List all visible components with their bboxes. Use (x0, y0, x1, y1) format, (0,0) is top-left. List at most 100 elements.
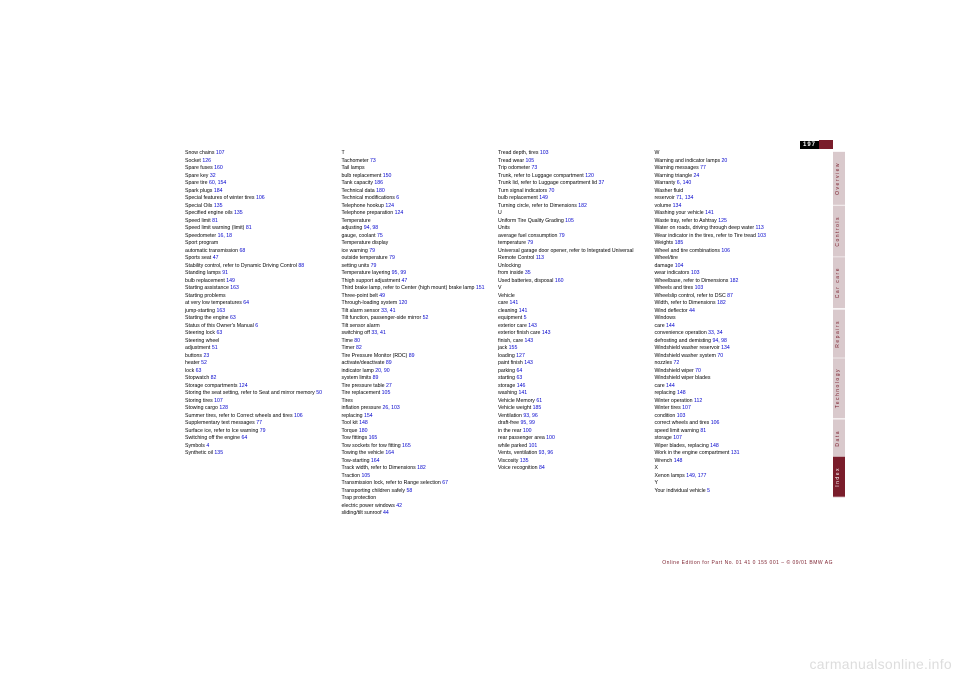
index-page-link[interactable]: 95, 99 (392, 270, 406, 276)
index-page-link[interactable]: 143 (542, 330, 551, 336)
index-page-link[interactable]: 106 (294, 413, 303, 419)
index-page-link[interactable]: 135 (214, 450, 223, 456)
index-page-link[interactable]: 155 (509, 345, 518, 351)
index-page-link[interactable]: 105 (526, 158, 535, 164)
index-page-link[interactable]: 63 (230, 315, 236, 321)
index-page-link[interactable]: 143 (528, 323, 537, 329)
index-page-link[interactable]: 49 (379, 293, 385, 299)
index-page-link[interactable]: 52 (201, 360, 207, 366)
index-page-link[interactable]: 141 (518, 390, 527, 396)
index-page-link[interactable]: 149, 177 (686, 473, 706, 479)
index-page-link[interactable]: 163 (216, 308, 225, 314)
side-tab-data[interactable]: Data (833, 420, 845, 458)
index-page-link[interactable]: 79 (559, 233, 565, 239)
index-page-link[interactable]: 95, 99 (521, 420, 535, 426)
side-tab-overview[interactable]: Overview (833, 152, 845, 206)
index-page-link[interactable]: 103 (691, 270, 700, 276)
index-page-link[interactable]: 124 (239, 383, 248, 389)
index-page-link[interactable]: 143 (525, 338, 534, 344)
index-page-link[interactable]: 63 (216, 330, 222, 336)
index-page-link[interactable]: 124 (395, 210, 404, 216)
index-page-link[interactable]: 124 (385, 203, 394, 209)
side-tab-index[interactable]: Index (833, 457, 845, 498)
index-page-link[interactable]: 127 (516, 353, 525, 359)
index-page-link[interactable]: 75 (377, 233, 383, 239)
index-page-link[interactable]: 93, 96 (523, 413, 537, 419)
index-page-link[interactable]: 163 (230, 285, 239, 291)
index-page-link[interactable]: 23 (203, 353, 209, 359)
index-page-link[interactable]: 51 (212, 345, 218, 351)
index-page-link[interactable]: 106 (721, 248, 730, 254)
index-page-link[interactable]: 182 (578, 203, 587, 209)
index-page-link[interactable]: 105 (382, 390, 391, 396)
index-page-link[interactable]: 144 (666, 383, 675, 389)
index-page-link[interactable]: 164 (385, 450, 394, 456)
index-page-link[interactable]: 27 (386, 383, 392, 389)
index-page-link[interactable]: 58 (406, 488, 412, 494)
index-page-link[interactable]: 103 (695, 285, 704, 291)
index-page-link[interactable]: 182 (717, 300, 726, 306)
index-page-link[interactable]: 64 (516, 368, 522, 374)
index-page-link[interactable]: 60, 154 (209, 180, 226, 186)
index-page-link[interactable]: 182 (417, 465, 426, 471)
index-page-link[interactable]: 120 (585, 173, 594, 179)
index-page-link[interactable]: 81 (246, 225, 252, 231)
index-page-link[interactable]: 6 (396, 195, 399, 201)
index-page-link[interactable]: 113 (756, 225, 764, 231)
index-page-link[interactable]: 61 (536, 398, 542, 404)
index-page-link[interactable]: 79 (389, 255, 395, 261)
index-page-link[interactable]: 88 (298, 263, 304, 269)
side-tab-controls[interactable]: Controls (833, 206, 845, 258)
index-page-link[interactable]: 84 (539, 465, 545, 471)
index-page-link[interactable]: 141 (510, 300, 519, 306)
index-page-link[interactable]: 125 (718, 218, 727, 224)
index-page-link[interactable]: 131 (731, 450, 740, 456)
index-page-link[interactable]: 105 (362, 473, 371, 479)
index-page-link[interactable]: 135 (234, 210, 243, 216)
side-tab-car-care[interactable]: Car care (833, 257, 845, 309)
index-page-link[interactable]: 144 (666, 323, 675, 329)
index-page-link[interactable]: 106 (256, 195, 265, 201)
index-page-link[interactable]: 103 (677, 413, 686, 419)
index-page-link[interactable]: 113 (536, 255, 544, 261)
index-page-link[interactable]: 44 (689, 308, 695, 314)
index-page-link[interactable]: 20, 90 (375, 368, 389, 374)
index-page-link[interactable]: 89 (386, 360, 392, 366)
index-page-link[interactable]: 154 (364, 413, 373, 419)
index-page-link[interactable]: 135 (214, 203, 223, 209)
index-page-link[interactable]: 52 (423, 315, 429, 321)
index-page-link[interactable]: 89 (373, 375, 379, 381)
index-page-link[interactable]: 91 (222, 270, 228, 276)
index-page-link[interactable]: 143 (524, 360, 533, 366)
index-page-link[interactable]: 73 (370, 158, 376, 164)
index-page-link[interactable]: 64 (241, 435, 247, 441)
index-page-link[interactable]: 77 (700, 165, 706, 171)
index-page-link[interactable]: 6 (255, 323, 258, 329)
index-page-link[interactable]: 68 (240, 248, 246, 254)
index-page-link[interactable]: 134 (673, 203, 682, 209)
index-page-link[interactable]: 149 (226, 278, 235, 284)
index-page-link[interactable]: 87 (727, 293, 733, 299)
index-page-link[interactable]: 148 (677, 390, 686, 396)
index-page-link[interactable]: 20 (722, 158, 728, 164)
index-page-link[interactable]: 79 (369, 248, 375, 254)
index-page-link[interactable]: 81 (700, 428, 706, 434)
index-page-link[interactable]: 26, 103 (382, 405, 399, 411)
index-page-link[interactable]: 5 (524, 315, 527, 321)
index-page-link[interactable]: 81 (212, 218, 218, 224)
index-page-link[interactable]: 44 (383, 510, 389, 516)
index-page-link[interactable]: 72 (674, 360, 680, 366)
index-page-link[interactable]: 70 (549, 188, 555, 194)
index-page-link[interactable]: 185 (533, 405, 542, 411)
side-tab-technology[interactable]: Technology (833, 358, 845, 419)
index-page-link[interactable]: 64 (243, 300, 249, 306)
index-page-link[interactable]: 89 (409, 353, 415, 359)
index-page-link[interactable]: 94, 98 (364, 225, 378, 231)
index-page-link[interactable]: 120 (399, 300, 408, 306)
index-page-link[interactable]: 71, 134 (676, 195, 693, 201)
index-page-link[interactable]: 185 (675, 240, 684, 246)
index-page-link[interactable]: 82 (211, 375, 217, 381)
index-page-link[interactable]: 160 (214, 165, 223, 171)
index-page-link[interactable]: 79 (527, 240, 533, 246)
index-page-link[interactable]: 47 (213, 255, 219, 261)
